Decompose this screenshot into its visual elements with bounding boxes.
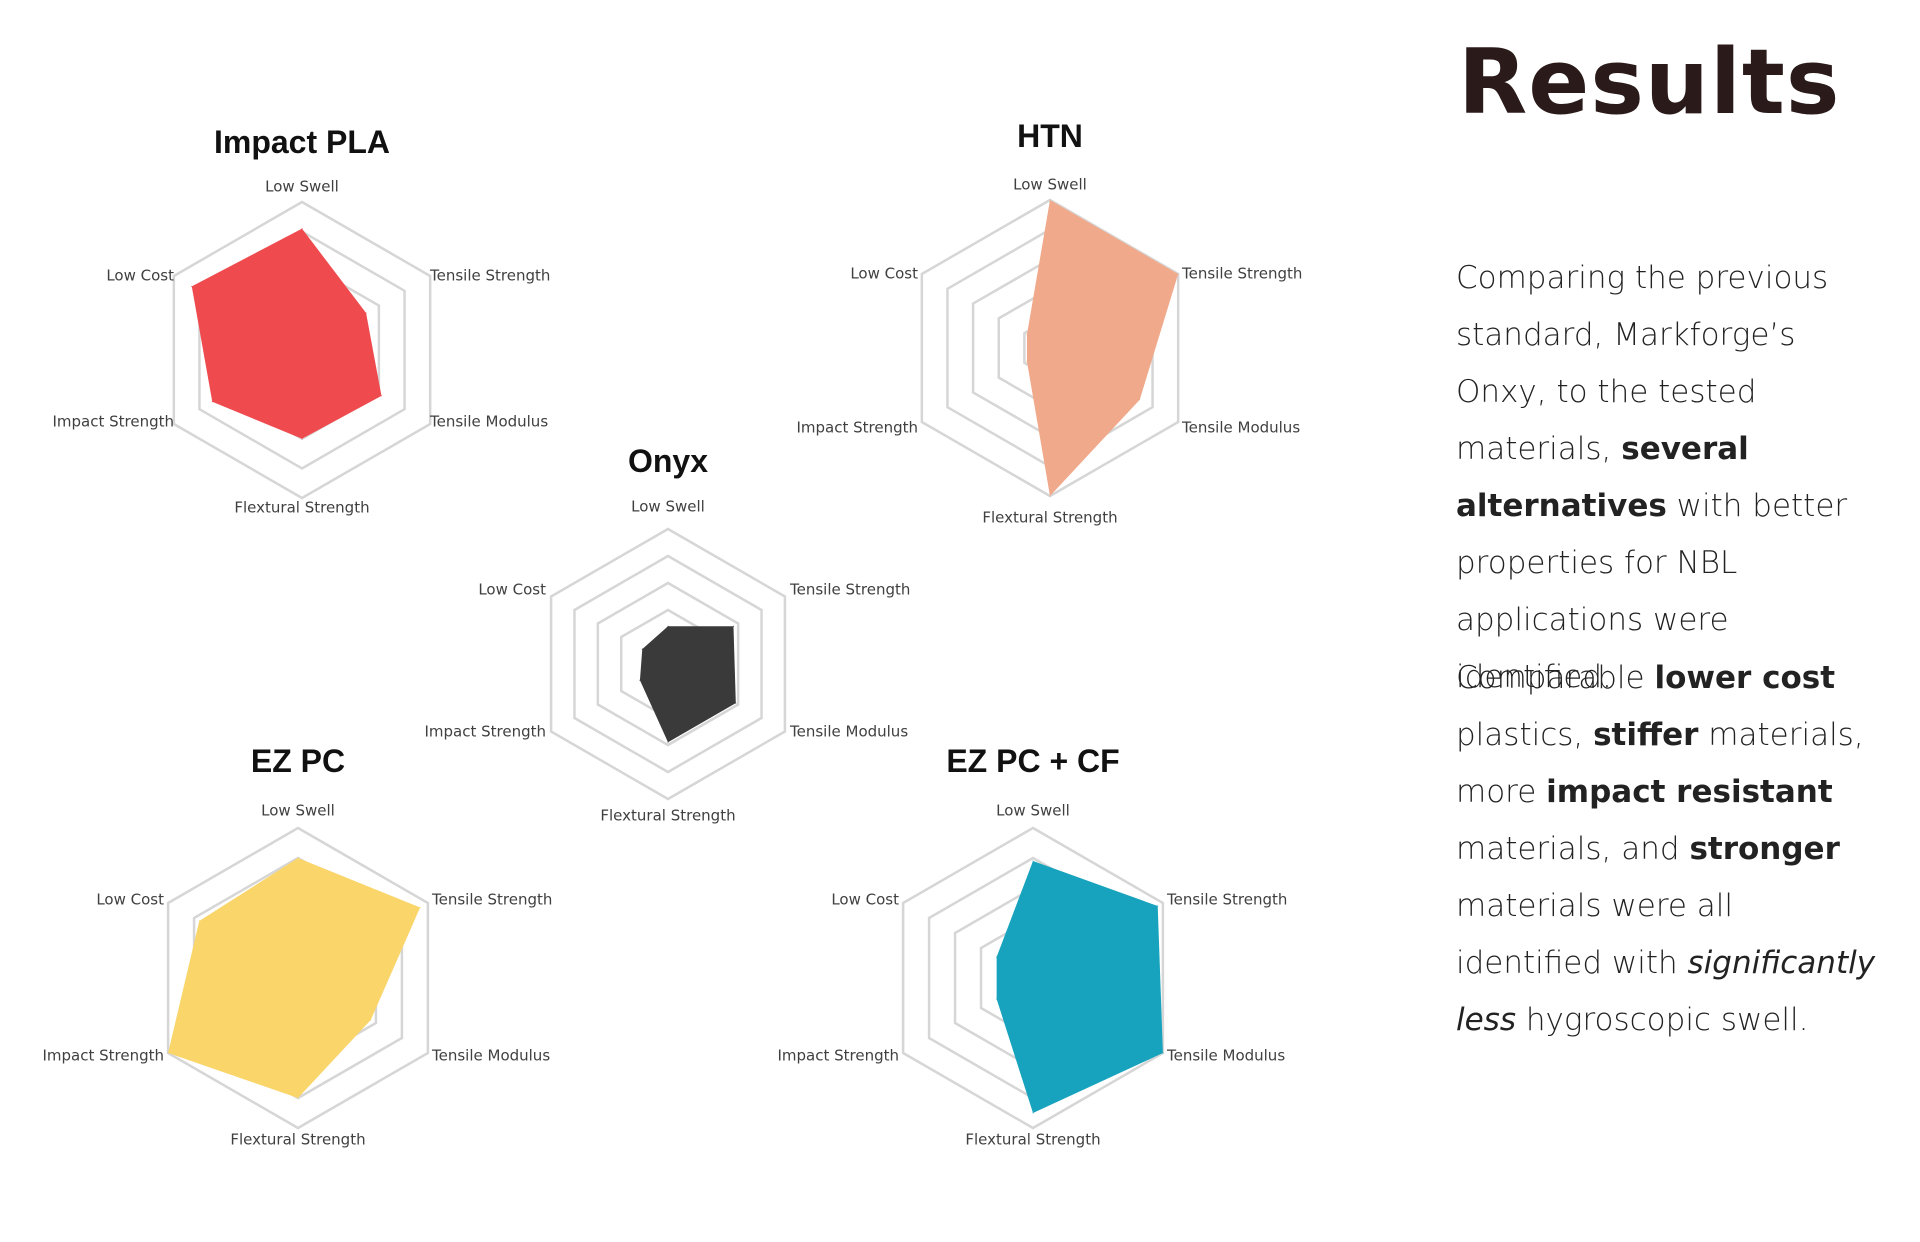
axis-label-tensile-strength: Tensile Strength — [789, 581, 910, 599]
data-point-impact-strength — [1026, 360, 1028, 362]
findings-emphasis: impact resistant — [1546, 774, 1833, 810]
data-point-tensile-strength — [732, 625, 734, 627]
axis-label-low-cost: Low Cost — [96, 891, 164, 909]
data-area-impact-pla — [191, 228, 382, 439]
chart-title: HTN — [1017, 118, 1083, 154]
chart-title: Onyx — [628, 443, 708, 479]
grid-ring — [573, 554, 763, 774]
radar-chart-onyx: Low Swell Tensile Strength Tensile Modulus… — [424, 443, 910, 825]
findings-italic: significantly less — [1456, 945, 1876, 1038]
axis-label-impact-strength: Impact Strength — [777, 1047, 899, 1065]
axis-label-low-swell: Low Swell — [996, 802, 1070, 820]
axis-label-flextural-strength: Flextural Strength — [234, 499, 369, 517]
findings-emphasis: stiffer — [1593, 717, 1699, 753]
axis-label-tensile-strength: Tensile Strength — [429, 267, 550, 285]
findings-text: materials, and — [1456, 831, 1690, 867]
data-point-tensile-modulus — [1139, 399, 1141, 401]
axis-label-low-swell: Low Swell — [1013, 176, 1087, 194]
axis-label-tensile-modulus: Tensile Modulus — [1181, 419, 1300, 437]
data-area-htn — [1026, 200, 1179, 496]
slide-title: Results — [1458, 30, 1841, 135]
axis-label-low-cost: Low Cost — [106, 267, 174, 285]
radar-chart-ez-pc-cf: Low Swell Tensile Strength Tensile Modulus… — [777, 743, 1287, 1149]
axis-label-tensile-strength: Tensile Strength — [431, 891, 552, 909]
findings-text: materials were all identified with — [1456, 888, 1734, 981]
axis-label-low-swell: Low Swell — [265, 178, 339, 196]
axis-label-tensile-strength: Tensile Strength — [1181, 265, 1302, 283]
summary-paragraph: Comparing the previous standard, Markfor… — [1456, 250, 1886, 706]
data-point-flextural-strength — [1032, 1112, 1034, 1114]
findings-text: materials, more — [1456, 717, 1864, 810]
grid-ring — [549, 527, 787, 801]
data-point-low-cost — [996, 956, 998, 958]
data-point-tensile-strength — [419, 907, 421, 908]
data-point-low-swell — [1049, 199, 1051, 201]
data-point-low-cost — [191, 285, 193, 287]
axis-label-tensile-strength: Tensile Strength — [1166, 891, 1287, 909]
axis-label-low-cost: Low Cost — [850, 265, 918, 283]
data-point-impact-strength — [167, 1052, 169, 1054]
data-point-tensile-modulus — [370, 1019, 372, 1021]
data-point-impact-strength — [996, 998, 998, 1000]
findings-text: plastics, — [1456, 717, 1594, 753]
axis-label-low-cost: Low Cost — [831, 891, 899, 909]
axis-label-impact-strength: Impact Strength — [42, 1047, 164, 1065]
grid-ring — [166, 826, 430, 1130]
grid-ring — [901, 826, 1165, 1130]
axis-label-impact-strength: Impact Strength — [796, 419, 918, 437]
axis-label-flextural-strength: Flextural Strength — [600, 807, 735, 825]
data-point-low-swell — [301, 228, 303, 230]
radar-chart-htn: Low Swell Tensile Strength Tensile Modulus… — [796, 118, 1302, 527]
axis-label-impact-strength: Impact Strength — [424, 723, 546, 741]
axis-label-flextural-strength: Flextural Strength — [230, 1131, 365, 1149]
radar-chart-impact-pla: Low Swell Tensile Strength Tensile Modulus… — [52, 124, 550, 517]
data-point-low-cost — [1026, 334, 1028, 336]
axis-label-impact-strength: Impact Strength — [52, 413, 174, 431]
data-point-low-swell — [297, 857, 299, 859]
data-point-low-cost — [198, 920, 200, 922]
data-point-low-swell — [1032, 860, 1034, 862]
data-point-tensile-modulus — [380, 395, 382, 397]
data-point-flextural-strength — [1049, 495, 1051, 497]
axis-label-low-cost: Low Cost — [478, 581, 546, 599]
data-point-tensile-modulus — [735, 702, 737, 704]
summary-text: with better properties for NBL applicati… — [1456, 488, 1848, 695]
axis-label-tensile-modulus: Tensile Modulus — [789, 723, 908, 741]
data-point-flextural-strength — [301, 438, 303, 440]
data-area-ez-pc — [168, 858, 421, 1098]
axis-label-tensile-modulus: Tensile Modulus — [431, 1047, 550, 1065]
radar-chart-ez-pc: Low Swell Tensile Strength Tensile Modulus… — [42, 743, 552, 1149]
axis-label-tensile-modulus: Tensile Modulus — [1166, 1047, 1285, 1065]
data-point-low-swell — [667, 625, 669, 627]
data-area-onyx — [639, 626, 736, 743]
findings-paragraph: Comparable lower cost plastics, stiffer … — [1456, 650, 1886, 1049]
grid-ring — [596, 581, 740, 747]
axis-label-flextural-strength: Flextural Strength — [965, 1131, 1100, 1149]
data-point-flextural-strength — [297, 1097, 299, 1099]
data-point-tensile-strength — [1177, 273, 1179, 275]
summary-emphasis: several alternatives — [1456, 431, 1749, 524]
axis-label-flextural-strength: Flextural Strength — [982, 509, 1117, 527]
data-area-ez-pc-cf — [996, 861, 1163, 1113]
findings-text: Comparable — [1456, 660, 1655, 696]
data-point-tensile-modulus — [1162, 1052, 1164, 1054]
grid-ring — [172, 200, 432, 500]
findings-text: hygroscopic swell. — [1516, 1002, 1809, 1038]
data-point-impact-strength — [211, 401, 213, 403]
chart-title: EZ PC + CF — [946, 743, 1119, 779]
axis-label-low-swell: Low Swell — [631, 498, 705, 516]
axis-label-low-swell: Low Swell — [261, 802, 335, 820]
chart-title: EZ PC — [251, 743, 345, 779]
summary-text: Comparing the previous standard, Markfor… — [1456, 260, 1829, 467]
data-point-tensile-strength — [1157, 905, 1159, 907]
data-point-flextural-strength — [667, 741, 669, 743]
axis-label-tensile-modulus: Tensile Modulus — [429, 413, 548, 431]
data-point-low-cost — [641, 648, 643, 650]
data-point-tensile-strength — [365, 312, 367, 314]
findings-emphasis: stronger — [1689, 831, 1840, 867]
data-point-impact-strength — [639, 679, 641, 681]
findings-emphasis: lower cost — [1654, 660, 1836, 696]
chart-title: Impact PLA — [214, 124, 390, 160]
